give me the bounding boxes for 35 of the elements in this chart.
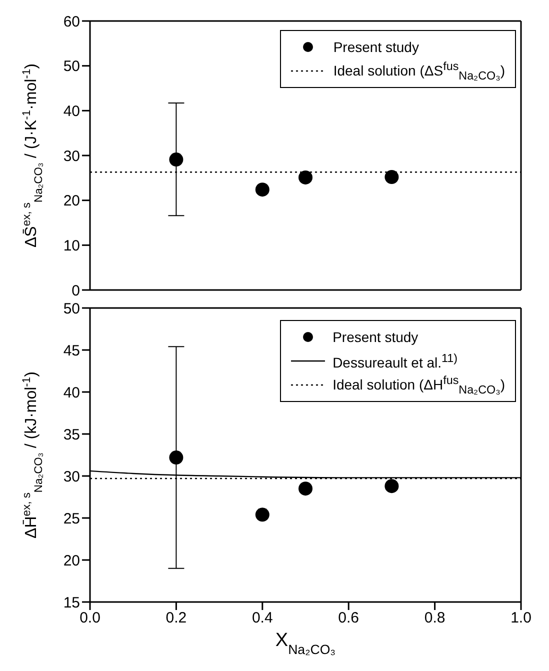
y-tick-label: 35 (63, 426, 80, 444)
legend-label: Ideal solution (ΔH$^{fus}$$_{Na₂CO₃}$) (332, 374, 505, 396)
x-tick-label: 0.8 (424, 610, 446, 627)
y-tick-label: 10 (63, 237, 80, 254)
point (255, 508, 270, 522)
point (384, 170, 399, 184)
y-tick-label: 30 (63, 468, 80, 486)
y-tick-label: 30 (63, 148, 80, 165)
point (255, 182, 270, 197)
y-tick-label: 40 (63, 384, 80, 402)
y-tick-label: 50 (63, 58, 80, 76)
legend-label: Dessureault et al.$^{11)}$ (332, 352, 458, 370)
x-axis-title: X$_{Na₂CO₃}$ (275, 630, 336, 656)
legend-label: Ideal solution (ΔS$^{fus}$$_{Na₂CO₃}$) (333, 60, 505, 82)
point (298, 482, 312, 496)
legend-label: Present study (333, 39, 419, 55)
y-tick-label: 20 (63, 192, 80, 210)
y-tick-label: 15 (63, 594, 80, 612)
legend-label: Present study (332, 329, 418, 345)
point (298, 170, 312, 184)
x-tick-label: 0.0 (80, 610, 100, 627)
point (384, 479, 399, 494)
y-tick-label: 60 (63, 13, 80, 30)
y-tick-label: 50 (63, 300, 80, 318)
y-tick-label: 20 (63, 552, 80, 570)
point (169, 450, 184, 465)
y-tick-label: 0 (72, 282, 80, 300)
y-tick-label: 40 (63, 102, 80, 120)
point (169, 152, 184, 167)
x-tick-label: 0.6 (338, 610, 360, 627)
x-tick-label: 1.0 (510, 610, 532, 627)
y-tick-label: 45 (63, 342, 80, 360)
x-tick-label: 0.2 (166, 610, 187, 627)
y-tick-label: 25 (63, 510, 80, 528)
x-tick-label: 0.4 (252, 610, 273, 627)
